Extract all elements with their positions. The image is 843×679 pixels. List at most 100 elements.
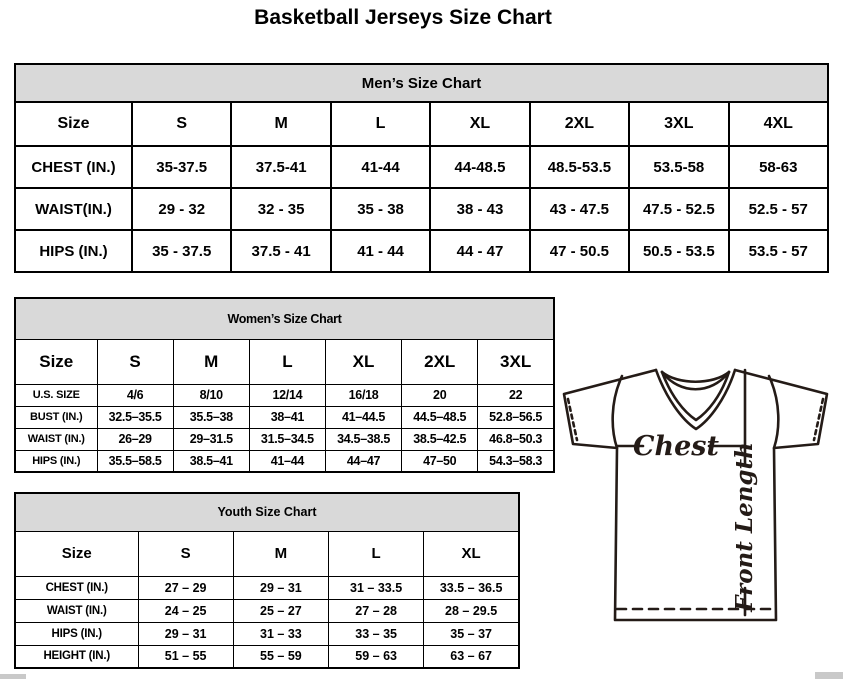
youth-size-table: Youth Size Chart Size S M L XL CHEST (IN.) 27 –… [14, 492, 520, 669]
column-header: L [329, 101, 432, 147]
size-cell: 12/14 [248, 383, 326, 407]
row-label: WAIST(IN.) [14, 187, 133, 231]
size-cell: 37.5 - 41 [230, 229, 332, 273]
size-cell: 29 – 31 [232, 575, 330, 600]
table-row: WAIST (IN.) 24 – 25 25 – 27 27 – 28 28 – 29.… [14, 598, 520, 623]
size-cell: 16/18 [324, 383, 403, 407]
size-cell: 35.5–58.5 [96, 449, 174, 473]
table-row: WAIST(IN.) 29 - 32 32 - 35 35 - 38 38 - 43 43… [14, 187, 830, 231]
size-cell: 38 - 43 [429, 187, 531, 231]
size-cell: 32 - 35 [230, 187, 332, 231]
size-cell: 33 – 35 [327, 621, 425, 646]
size-cell: 35 - 37.5 [130, 229, 233, 273]
size-cell: 20 [401, 383, 479, 407]
size-cell: 43 - 47.5 [528, 187, 631, 231]
column-header: 4XL [727, 101, 830, 147]
jersey-collar-v-inner [660, 370, 731, 422]
column-header: 3XL [477, 338, 555, 385]
column-header: 3XL [628, 101, 730, 147]
jersey-collar-arc-shallow [660, 370, 731, 383]
table-row: HIPS (IN.) 35 - 37.5 37.5 - 41 41 - 44 44 - … [14, 229, 830, 273]
size-cell: 35.5–38 [172, 405, 250, 429]
column-header: S [130, 101, 233, 147]
size-cell: 51 – 55 [137, 644, 234, 669]
row-label: HEIGHT (IN.) [14, 644, 139, 669]
size-cell: 24 – 25 [137, 598, 234, 623]
row-label: HIPS (IN.) [14, 449, 98, 473]
jersey-collar-v-outer [654, 368, 737, 431]
column-header: XL [423, 530, 520, 577]
jersey-cuff-dash-left [566, 397, 579, 442]
scrollbar-corner-right [815, 672, 843, 679]
size-cell: 37.5-41 [230, 145, 332, 189]
column-header: XL [324, 338, 403, 385]
column-header: L [327, 530, 425, 577]
column-header: S [96, 338, 174, 385]
size-cell: 4/6 [96, 383, 174, 407]
size-cell: 44 - 47 [429, 229, 531, 273]
size-cell: 29 – 31 [137, 621, 234, 646]
header-row: Size S M L XL 2XL 3XL [14, 338, 555, 385]
column-header: Size [14, 338, 98, 385]
table-row: BUST (IN.) 32.5–35.5 35.5–38 38–41 41–44.5 44… [14, 405, 555, 429]
size-cell: 27 – 28 [327, 598, 425, 623]
jersey-armhole-left [611, 374, 624, 450]
mens-size-table: Men’s Size Chart Size S M L XL 2XL 3XL 4XL CHEST … [14, 63, 830, 273]
size-cell: 44.5–48.5 [401, 405, 479, 429]
size-cell: 31 – 33.5 [327, 575, 425, 600]
column-header: L [248, 338, 326, 385]
size-cell: 41 - 44 [329, 229, 432, 273]
size-cell: 50.5 - 53.5 [628, 229, 730, 273]
size-cell: 53.5-58 [628, 145, 730, 189]
table-row: HIPS (IN.) 35.5–58.5 38.5–41 41–44 44–47 47–5… [14, 449, 555, 473]
size-cell: 35 – 37 [423, 621, 520, 646]
size-cell: 28 – 29.5 [423, 598, 520, 623]
column-header: 2XL [528, 101, 631, 147]
size-cell: 27 – 29 [137, 575, 234, 600]
column-header: M [230, 101, 332, 147]
size-cell: 52.8–56.5 [477, 405, 555, 429]
size-cell: 31 – 33 [232, 621, 330, 646]
table-row: U.S. SIZE 4/6 8/10 12/14 16/18 20 22 [14, 383, 555, 407]
size-cell: 31.5–34.5 [248, 427, 326, 451]
size-cell: 52.5 - 57 [727, 187, 830, 231]
row-label: WAIST (IN.) [14, 598, 139, 623]
table-title-row: Women’s Size Chart [14, 297, 555, 340]
column-header: M [172, 338, 250, 385]
page-title: Basketball Jerseys Size Chart [254, 6, 552, 29]
size-cell: 44-48.5 [429, 145, 531, 189]
womens-size-table: Women’s Size Chart Size S M L XL 2XL 3XL U.S. SI… [14, 297, 555, 473]
size-cell: 41-44 [329, 145, 432, 189]
row-label: BUST (IN.) [14, 405, 98, 429]
size-cell: 55 – 59 [232, 644, 330, 669]
size-cell: 41–44 [248, 449, 326, 473]
size-cell: 22 [477, 383, 555, 407]
row-label: WAIST (IN.) [14, 427, 98, 451]
table-row: HEIGHT (IN.) 51 – 55 55 – 59 59 – 63 63 – 67 [14, 644, 520, 669]
size-cell: 47.5 - 52.5 [628, 187, 730, 231]
row-label: HIPS (IN.) [14, 229, 133, 273]
table-title-row: Men’s Size Chart [14, 63, 829, 103]
column-header: 2XL [401, 338, 479, 385]
size-cell: 58-63 [727, 145, 830, 189]
table-row: HIPS (IN.) 29 – 31 31 – 33 33 – 35 35 – 37 [14, 621, 520, 646]
size-cell: 32.5–35.5 [96, 405, 174, 429]
table-title: Men’s Size Chart [14, 63, 829, 103]
size-cell: 47 - 50.5 [528, 229, 631, 273]
table-title-row: Youth Size Chart [14, 492, 520, 532]
table-row: CHEST (IN.) 27 – 29 29 – 31 31 – 33.5 33.5 –… [14, 575, 520, 600]
size-cell: 29 - 32 [130, 187, 233, 231]
size-cell: 35 - 38 [329, 187, 432, 231]
jersey-cuff-dash-right [812, 397, 825, 442]
column-header: S [137, 530, 234, 577]
chest-label: Chest [633, 431, 719, 462]
table-row: WAIST (IN.) 26–29 29–31.5 31.5–34.5 34.5–38.… [14, 427, 555, 451]
size-cell: 44–47 [324, 449, 403, 473]
jersey-collar-arc-deep [660, 370, 731, 391]
jersey-body-outline [562, 368, 829, 622]
size-cell: 33.5 – 36.5 [423, 575, 520, 600]
row-label: U.S. SIZE [14, 383, 98, 407]
scrollbar-corner-left [0, 674, 26, 679]
front-length-label: Front Length [731, 442, 758, 613]
size-cell: 46.8–50.3 [477, 427, 555, 451]
